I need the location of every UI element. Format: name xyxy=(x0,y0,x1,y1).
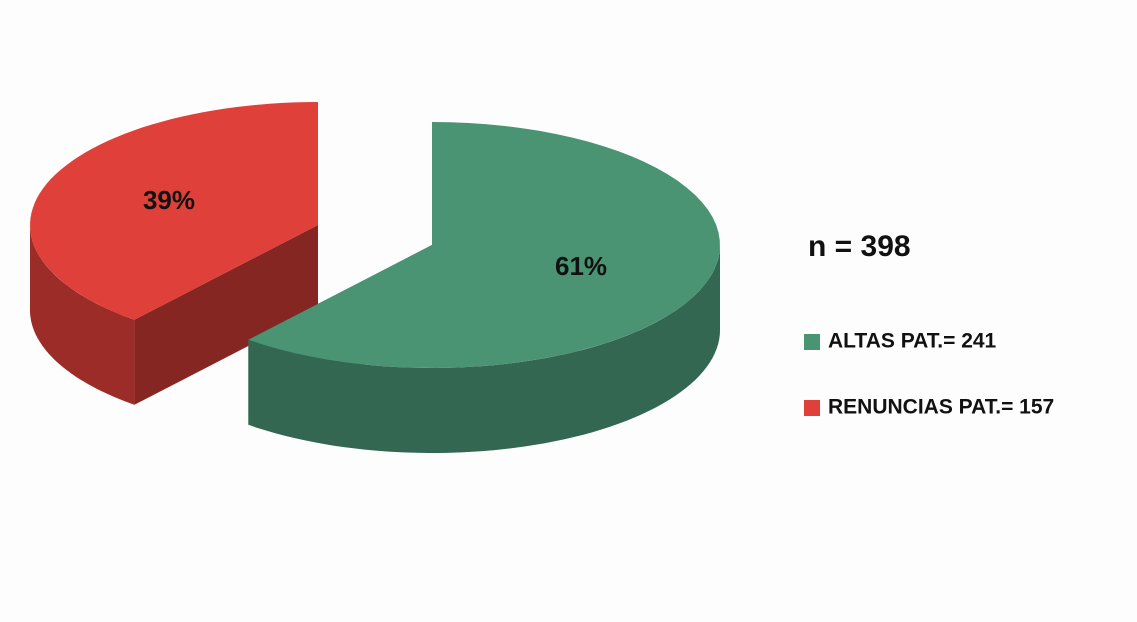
slice-side-shade xyxy=(30,225,135,405)
slice-face-shade xyxy=(134,225,318,405)
annotation: n = 398 xyxy=(808,230,911,263)
legend-swatch xyxy=(804,400,820,416)
data-label: 39% xyxy=(143,185,195,215)
slice-side-shade xyxy=(248,245,720,453)
legend-swatch xyxy=(804,334,820,350)
legend-label: ALTAS PAT.= 241 xyxy=(828,330,997,353)
data-label: 61% xyxy=(555,251,607,281)
slice xyxy=(248,122,720,368)
slice-face xyxy=(134,225,318,405)
slice-side xyxy=(248,245,720,453)
legend-label: RENUNCIAS PAT.= 157 xyxy=(828,396,1054,419)
slice-side xyxy=(30,225,135,405)
slice xyxy=(30,102,318,320)
